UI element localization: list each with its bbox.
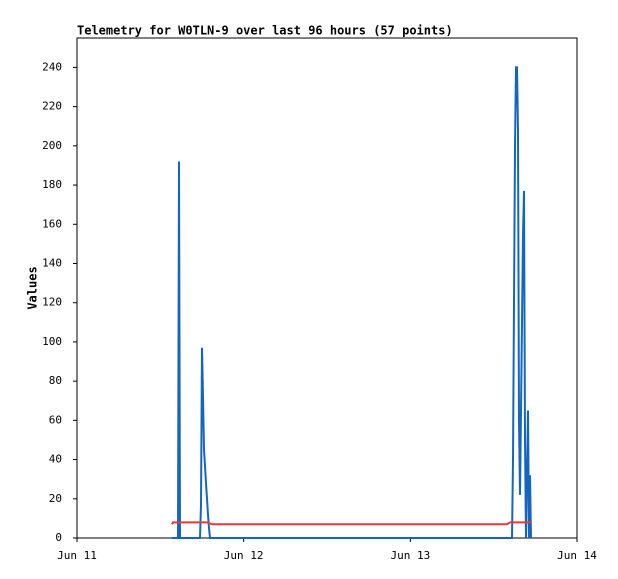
y-tick-label: 0 bbox=[55, 531, 62, 544]
y-tick-label: 160 bbox=[42, 217, 62, 230]
y-tick-label: 20 bbox=[49, 492, 62, 505]
y-tick-label: 60 bbox=[49, 413, 62, 426]
series-line bbox=[172, 66, 532, 539]
x-tick-label: Jun 12 bbox=[224, 549, 264, 562]
y-tick-label: 240 bbox=[42, 60, 62, 73]
y-tick-label: 100 bbox=[42, 335, 62, 348]
y-tick-label: 40 bbox=[49, 453, 62, 466]
x-tick-label: Jun 11 bbox=[57, 549, 97, 562]
y-axis-label: Values bbox=[26, 266, 40, 309]
x-tick-label: Jun 13 bbox=[390, 549, 430, 562]
y-tick-label: 200 bbox=[42, 139, 62, 152]
y-tick-label: 80 bbox=[49, 374, 62, 387]
x-tick-label: Jun 14 bbox=[557, 549, 597, 562]
y-tick-label: 180 bbox=[42, 178, 62, 191]
chart-title: Telemetry for W0TLN-9 over last 96 hours… bbox=[77, 24, 453, 38]
plot-frame bbox=[76, 37, 578, 539]
series-line bbox=[171, 521, 531, 526]
y-tick-label: 220 bbox=[42, 100, 62, 113]
y-tick-label: 140 bbox=[42, 256, 62, 269]
y-tick-label: 120 bbox=[42, 296, 62, 309]
